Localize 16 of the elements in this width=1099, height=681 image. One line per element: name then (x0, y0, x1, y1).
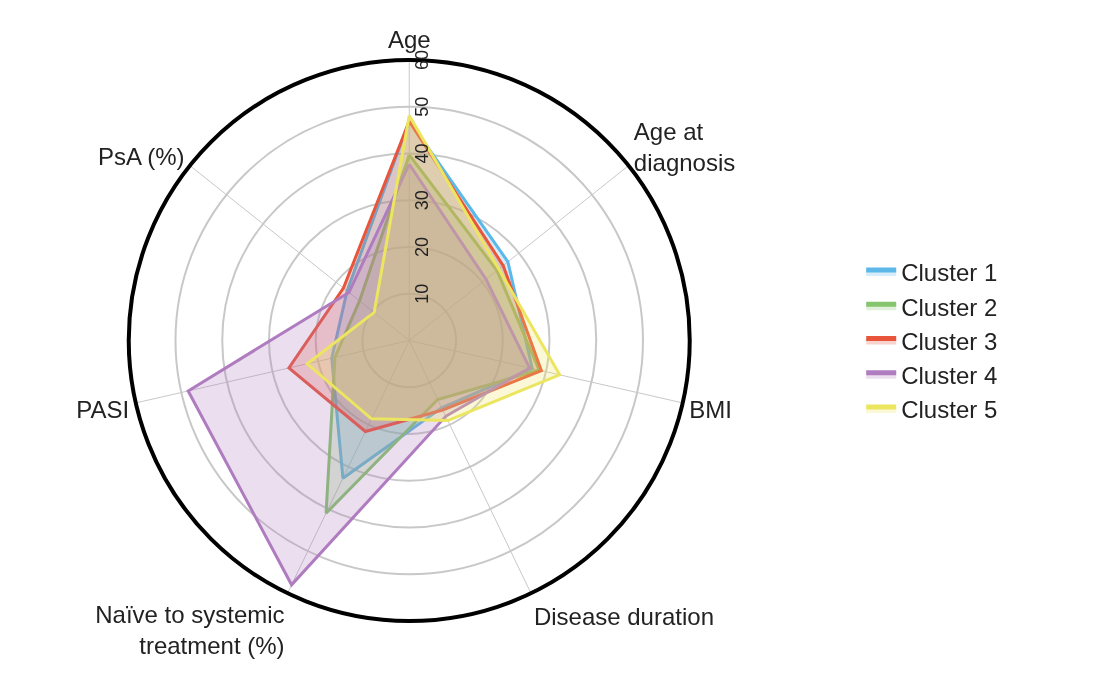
y-tick-label: 10 (411, 283, 432, 304)
spoke-label: PASI (76, 395, 130, 423)
legend-label: Cluster 3 (901, 327, 998, 355)
spoke-label: Age at diagnosis (633, 117, 736, 176)
spoke-label: Naïve to systemic treatment (%) (95, 601, 285, 660)
spoke-label: PsA (%) (97, 142, 185, 170)
y-tick-label: 30 (411, 190, 432, 211)
y-tick-label: 40 (411, 143, 432, 164)
legend-label: Cluster 5 (901, 396, 998, 424)
y-tick-label: 50 (411, 96, 432, 117)
spoke-label: Disease duration (533, 602, 714, 630)
y-tick-label: 20 (411, 236, 432, 258)
legend-label: Cluster 4 (901, 362, 998, 390)
spoke-label: BMI (689, 395, 732, 423)
legend-label: Cluster 2 (901, 293, 998, 321)
legend-label: Cluster 1 (901, 259, 998, 287)
